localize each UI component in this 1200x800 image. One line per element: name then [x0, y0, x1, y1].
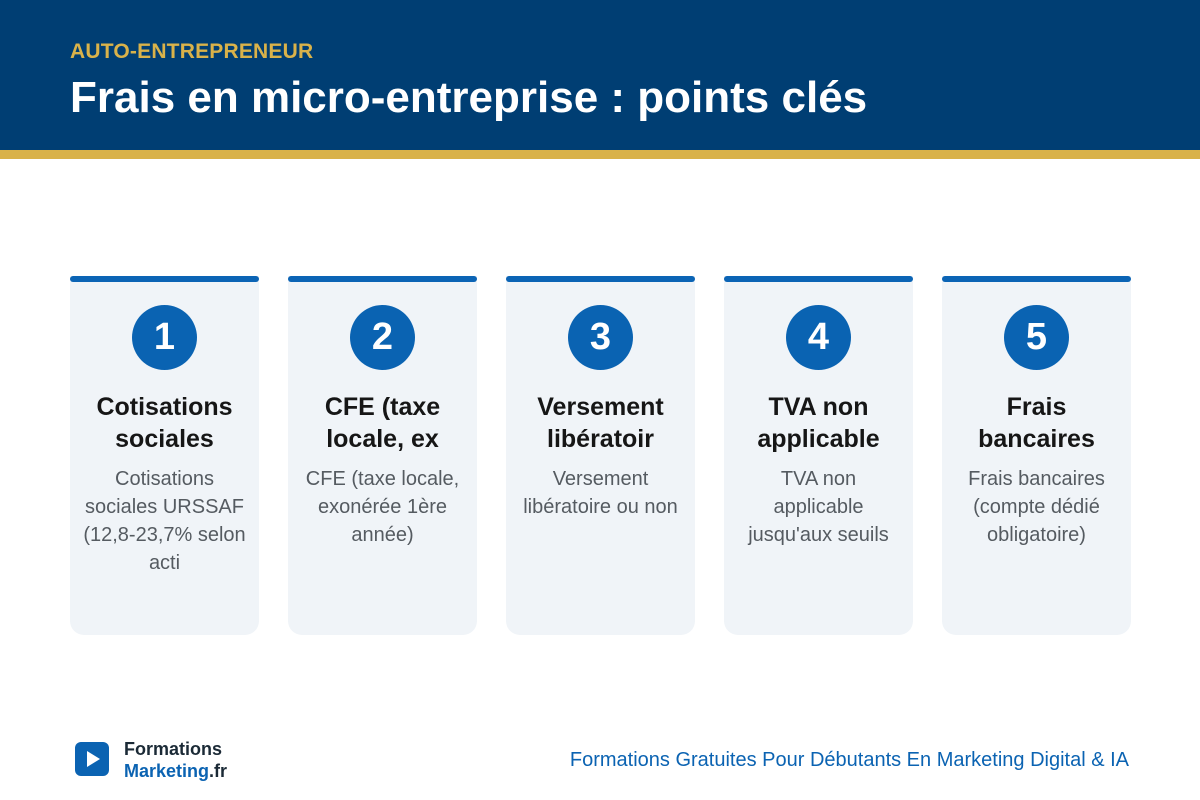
card-number-badge: 3 [568, 305, 633, 370]
card-number-badge: 5 [1004, 305, 1069, 370]
card-top-bar [942, 276, 1131, 282]
card-description: TVA non applicable jusqu'aux seuils [748, 468, 889, 546]
card-title: TVA non applicable [757, 393, 880, 453]
card-description: CFE (taxe locale, exonérée 1ère année) [305, 468, 460, 546]
brand-name-main: Marketing [124, 761, 210, 781]
header-kicker: AUTO-ENTREPRENEUR [70, 40, 314, 63]
card-top-bar [506, 276, 695, 282]
card-title: Versement libératoir [537, 393, 664, 453]
card-description: Cotisations sociales URSSAF (12,8-23,7% … [83, 468, 246, 574]
brand-name-tld: .fr [209, 761, 228, 781]
card-top-bar [70, 276, 259, 282]
footer-tagline: Formations Gratuites Pour Débutants En M… [569, 749, 1129, 771]
card-description: Versement libératoire ou non [523, 468, 678, 518]
brand-name-line1: Formations [124, 739, 223, 759]
card-top-bar [288, 276, 477, 282]
card-title: Cotisations sociales [96, 393, 233, 453]
card-title: CFE (taxe locale, ex [324, 393, 441, 453]
key-point-card-3: 3 Versement libératoir Versement libérat… [506, 276, 695, 635]
page-title: Frais en micro-entreprise : points clés [70, 73, 868, 122]
card-number-badge: 2 [350, 305, 415, 370]
key-point-card-2: 2 CFE (taxe locale, ex CFE (taxe locale,… [288, 276, 477, 635]
card-number-badge: 1 [132, 305, 197, 370]
card-description: Frais bancaires (compte dédié obligatoir… [968, 468, 1105, 546]
card-number-badge: 4 [786, 305, 851, 370]
header-accent-stripe [0, 150, 1200, 159]
card-top-bar [724, 276, 913, 282]
key-points-cards: 1 Cotisations sociales Cotisations socia… [70, 276, 1131, 635]
key-point-card-4: 4 TVA non applicable TVA non applicable … [724, 276, 913, 635]
header-banner [0, 0, 1200, 150]
key-point-card-1: 1 Cotisations sociales Cotisations socia… [70, 276, 259, 635]
play-icon [75, 742, 109, 776]
brand-name-line2: Marketing.fr [124, 761, 227, 782]
key-point-card-5: 5 Frais bancaires Frais bancaires (compt… [942, 276, 1131, 635]
card-title: Frais bancaires [978, 393, 1095, 453]
